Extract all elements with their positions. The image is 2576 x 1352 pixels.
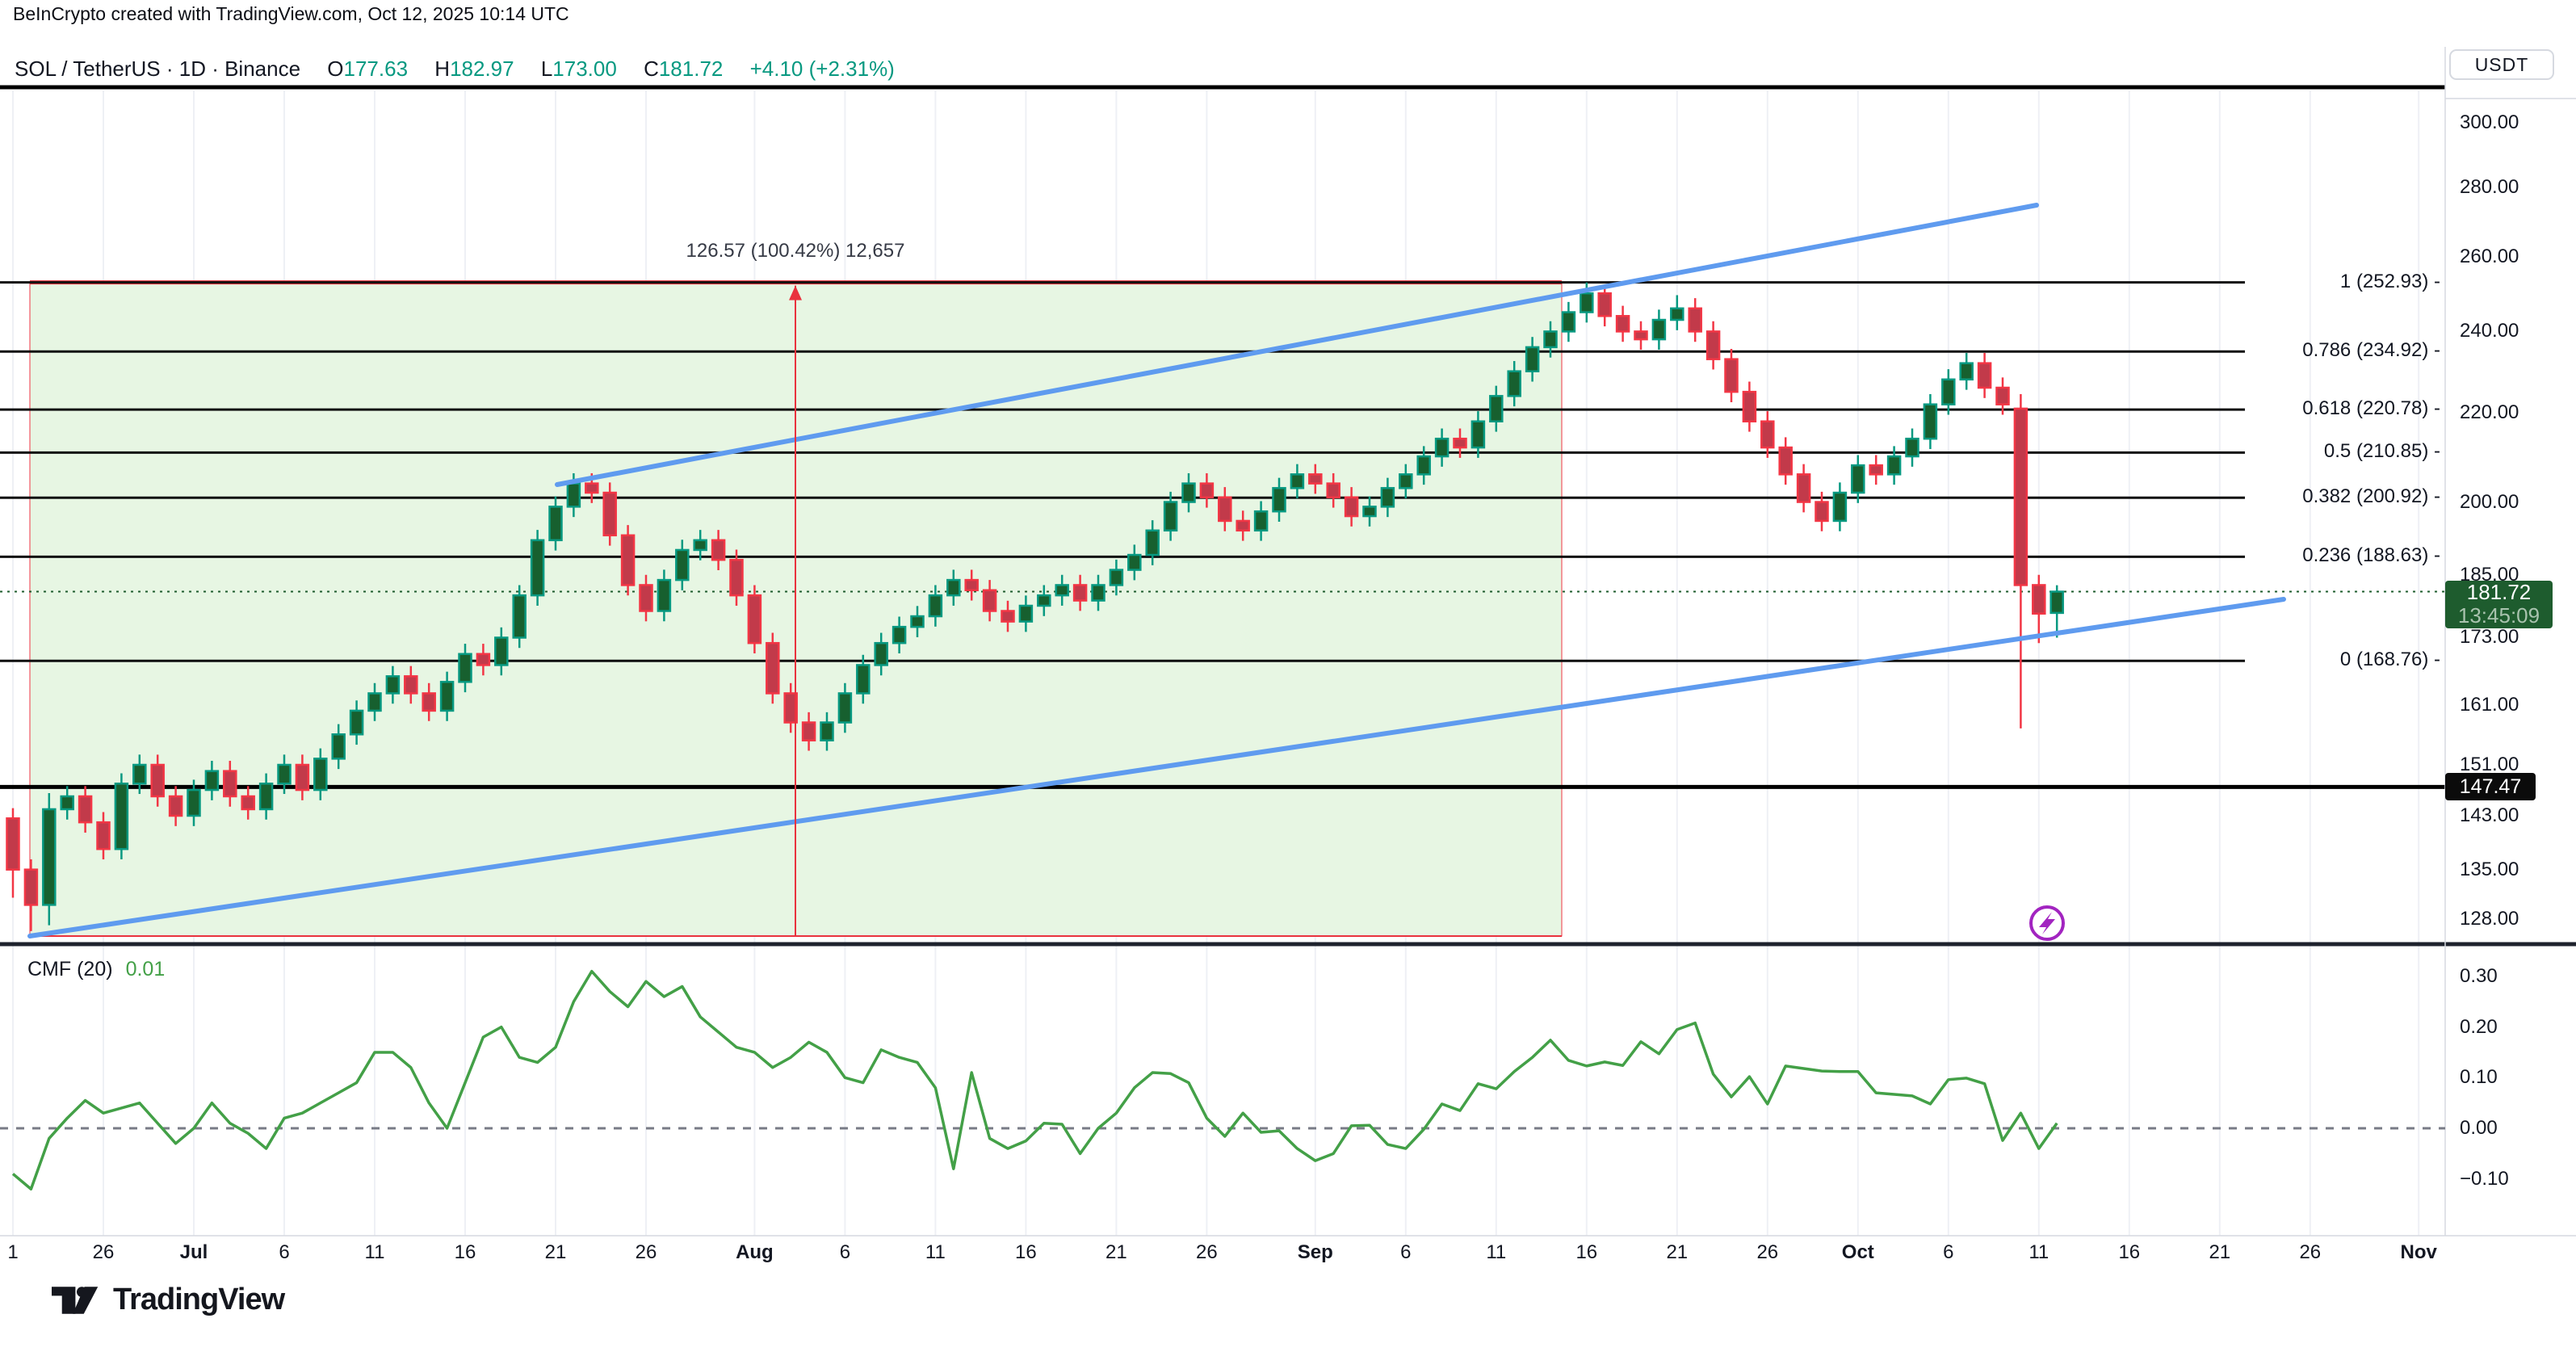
time-tick-label[interactable]: Nov [2400, 1241, 2437, 1263]
time-tick-label[interactable]: 11 [364, 1241, 385, 1263]
price-tick-label: 135.00 [2460, 858, 2519, 880]
low-value: 173.00 [552, 57, 617, 81]
time-tick-label[interactable]: 1 [7, 1241, 19, 1263]
fib-level-label: 0.618 (220.78) - [2302, 397, 2440, 420]
time-tick-label[interactable]: 16 [1015, 1241, 1037, 1263]
time-tick-label[interactable]: 16 [2118, 1241, 2141, 1263]
time-tick-label[interactable]: 6 [279, 1241, 290, 1263]
price-tick-label: 280.00 [2460, 175, 2519, 198]
high-label: H [434, 57, 451, 81]
fib-level-label: 0.382 (200.92) - [2302, 485, 2440, 508]
symbol-title[interactable]: SOL / TetherUS · 1D · Binance [15, 57, 301, 81]
indicator-legend[interactable]: CMF (20) 0.01 [27, 958, 165, 981]
cmf-tick-label: 0.00 [2460, 1117, 2498, 1139]
time-tick-label[interactable]: 11 [1486, 1241, 1507, 1263]
fib-level-label: 0.5 (210.85) - [2323, 440, 2440, 463]
tradingview-logo-icon [52, 1286, 99, 1314]
price-tick-label: 143.00 [2460, 804, 2519, 827]
close-value: 181.72 [658, 57, 724, 81]
candlestick-series [6, 282, 2064, 931]
upper-trendline[interactable] [555, 203, 2039, 487]
time-tick-label[interactable]: 26 [1756, 1241, 1779, 1263]
cmf-tick-label: −0.10 [2460, 1167, 2509, 1190]
price-tick-label: 300.00 [2460, 111, 2519, 134]
cmf-line [11, 969, 2058, 1190]
time-tick-label[interactable]: 16 [1575, 1241, 1598, 1263]
time-tick-label[interactable]: 26 [635, 1241, 657, 1263]
high-value: 182.97 [450, 57, 514, 81]
time-tick-label[interactable]: 11 [925, 1241, 946, 1263]
time-tick-label[interactable]: 21 [1105, 1241, 1127, 1263]
last-price-badge: 181.72 13:45:09 [2445, 580, 2553, 628]
time-tick-label[interactable]: Jul [179, 1241, 208, 1263]
price-tick-label: 128.00 [2460, 908, 2519, 930]
bar-countdown-timer: 13:45:09 [2457, 603, 2540, 628]
tradingview-logo[interactable]: TradingView [52, 1283, 285, 1317]
open-value: 177.63 [343, 57, 409, 81]
cmf-tick-label: 0.30 [2460, 964, 2498, 987]
last-price-value: 181.72 [2466, 580, 2532, 605]
flash-icon[interactable] [2029, 905, 2065, 941]
time-tick-label[interactable]: 6 [1943, 1241, 1954, 1263]
time-tick-label[interactable]: 21 [544, 1241, 567, 1263]
close-label: C [644, 57, 659, 81]
time-tick-label[interactable]: 26 [92, 1241, 115, 1263]
cmf-tick-label: 0.10 [2460, 1066, 2498, 1089]
price-tick-label: 151.00 [2460, 753, 2519, 775]
price-tick-label: 240.00 [2460, 320, 2519, 342]
lower-trendline[interactable] [27, 597, 2286, 938]
credit-text: BeInCrypto created with TradingView.com,… [13, 3, 569, 24]
indicator-name[interactable]: CMF (20) [27, 958, 113, 980]
open-label: O [327, 57, 344, 81]
time-tick-label[interactable]: 6 [1400, 1241, 1412, 1263]
price-tick-label: 220.00 [2460, 401, 2519, 424]
symbol-legend[interactable]: SOL / TetherUS · 1D · Binance O177.63 H1… [15, 57, 895, 82]
time-tick-label[interactable]: 26 [2299, 1241, 2322, 1263]
fib-level-label: 0 (168.76) - [2339, 649, 2440, 671]
range-measurement-label[interactable]: 126.57 (100.42%) 12,657 [686, 240, 905, 262]
price-tick-label: 260.00 [2460, 245, 2519, 267]
fib-level-label: 0.236 (188.63) - [2302, 544, 2440, 567]
indicator-value: 0.01 [125, 958, 166, 980]
fib-retracement-lines[interactable] [0, 281, 2245, 662]
time-tick-label[interactable]: 26 [1196, 1241, 1218, 1263]
time-tick-label[interactable]: 11 [2028, 1241, 2049, 1263]
time-tick-label[interactable]: 6 [839, 1241, 851, 1263]
price-tick-label: 200.00 [2460, 490, 2519, 513]
time-tick-label[interactable]: Oct [1841, 1241, 1874, 1263]
cmf-tick-label: 0.20 [2460, 1015, 2498, 1038]
change-value: +4.10 (+2.31%) [749, 57, 895, 81]
low-label: L [540, 57, 553, 81]
time-tick-label[interactable]: 21 [1666, 1241, 1689, 1263]
fib-level-label: 0.786 (234.92) - [2302, 339, 2440, 362]
tradingview-logo-text: TradingView [113, 1283, 285, 1316]
price-tick-label: 173.00 [2460, 626, 2519, 649]
horizontal-line-price-badge: 147.47 [2445, 773, 2536, 801]
price-tick-label: 161.00 [2460, 693, 2519, 716]
time-tick-label[interactable]: Sep [1297, 1241, 1333, 1263]
currency-toggle-button[interactable]: USDT [2449, 49, 2554, 80]
range-vertical-line [789, 285, 802, 936]
time-tick-label[interactable]: 16 [454, 1241, 476, 1263]
time-tick-label[interactable]: 21 [2209, 1241, 2231, 1263]
fib-level-label: 1 (252.93) - [2339, 270, 2440, 292]
time-tick-label[interactable]: Aug [736, 1241, 774, 1263]
